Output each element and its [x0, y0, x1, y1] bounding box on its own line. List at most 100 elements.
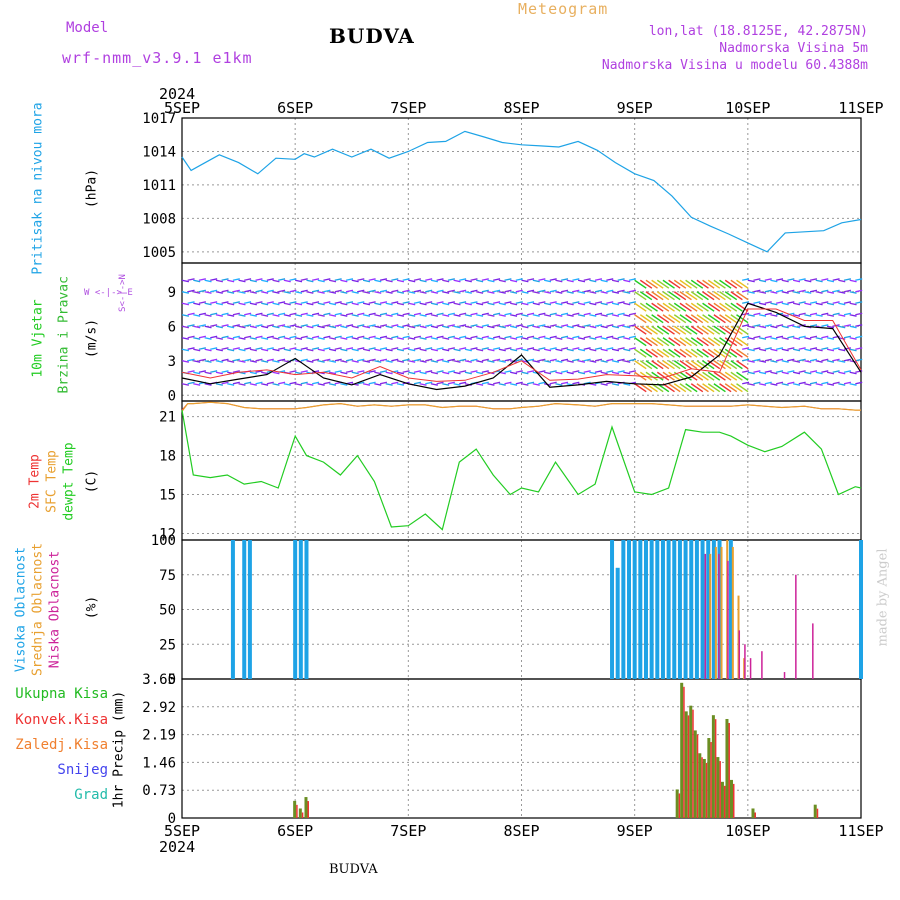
wind-arrow	[702, 348, 715, 358]
wind-arrow	[742, 278, 750, 281]
wind-arrow	[543, 325, 552, 329]
wind-arrow	[244, 289, 252, 293]
wind-arrow	[221, 289, 229, 293]
wind-arrow	[821, 358, 829, 362]
wind-arrow	[560, 312, 569, 316]
cloud-high-bar	[728, 540, 733, 679]
wind-arrow	[821, 370, 829, 373]
wind-arrow	[855, 324, 863, 327]
wind-arrow	[368, 312, 376, 316]
wind-arrow	[459, 289, 467, 293]
wind-arrow	[589, 383, 597, 386]
wind-arrow	[419, 291, 427, 294]
wind-arrow	[232, 324, 240, 327]
bottom-x-tick: 11SEP	[838, 822, 883, 840]
wind-arrow	[238, 314, 246, 317]
wind-arrow	[821, 347, 829, 350]
wind-arrow	[374, 348, 382, 352]
wind-arrow	[821, 289, 829, 293]
wind-arrow	[238, 348, 246, 352]
wind-arrow	[425, 289, 433, 293]
wind-arrow	[232, 312, 240, 316]
wind-arrow	[673, 325, 687, 335]
wind-arrow	[634, 337, 647, 347]
wind-arrow	[436, 335, 444, 339]
wind-arrow	[204, 348, 212, 352]
wind-arrow	[628, 301, 637, 304]
wind-arrow	[481, 335, 489, 339]
wind-arrow	[804, 302, 812, 306]
wind-arrow	[543, 302, 552, 306]
wind-arrow	[628, 289, 637, 293]
wind-arrow	[272, 291, 280, 294]
wind-arrow	[204, 325, 212, 329]
wind-arrow	[594, 278, 603, 281]
wind-arrow	[215, 371, 223, 375]
wind-arrow	[753, 370, 761, 373]
wind-arrow	[425, 370, 433, 373]
wind-arrow	[679, 348, 692, 358]
wind-arrow	[187, 335, 195, 339]
wind-arrow	[187, 370, 195, 373]
wind-arrow	[600, 302, 608, 306]
wind-arrow	[781, 291, 789, 294]
precip-conv-bar	[719, 761, 721, 818]
wind-arrow	[215, 279, 223, 283]
wind-arrow	[651, 302, 664, 312]
wind-arrow	[193, 371, 201, 375]
wind-arrow	[555, 371, 563, 375]
wind-arrow	[753, 301, 761, 304]
wind-arrow	[340, 383, 348, 386]
wind-arrow	[238, 383, 246, 386]
wind-arrow	[543, 314, 552, 317]
wind-arrow	[730, 279, 743, 289]
wind-arrow	[238, 279, 246, 283]
wind-arrow	[345, 278, 354, 281]
wind-arrow	[611, 325, 620, 329]
wind-arrow	[351, 314, 359, 317]
wind-arrow	[487, 314, 495, 317]
wind-arrow	[278, 289, 286, 293]
wind-arrow	[295, 337, 303, 340]
wind-arrow	[815, 279, 823, 283]
precip-conv-bar	[687, 715, 690, 818]
wind-arrow	[510, 371, 518, 375]
wind-arrow	[849, 314, 857, 317]
wind-arrow	[487, 383, 495, 386]
wind-arrow	[572, 312, 580, 316]
wind-arrow	[543, 348, 552, 352]
precip-conv-bar	[710, 742, 712, 818]
wind-arrow	[538, 370, 546, 373]
wind-arrow	[538, 358, 546, 362]
precip-legend-strat: Zaledj.Kisa	[15, 737, 108, 753]
y-tick-label: 100	[151, 533, 176, 549]
wind-arrow	[770, 291, 778, 294]
wind-arrow	[470, 347, 478, 350]
wind-arrow	[510, 302, 518, 306]
wind-arrow	[645, 314, 658, 324]
cloud-low-bar	[738, 630, 741, 679]
wind-arrow	[430, 360, 438, 363]
wind-arrow	[368, 278, 376, 281]
top-x-tick: 11SEP	[838, 99, 883, 117]
wind-arrow	[272, 348, 280, 352]
wind-arrow	[673, 279, 687, 289]
wind-arrow	[764, 289, 772, 293]
wind-arrow	[606, 358, 614, 362]
wind-arrow	[385, 291, 393, 294]
wind-arrow	[798, 278, 806, 281]
wind-arrow	[849, 291, 857, 294]
wind-arrow	[662, 314, 675, 324]
wind-arrow	[328, 314, 337, 317]
y-tick-label: 0	[168, 811, 176, 827]
wind-arrow	[312, 324, 320, 327]
precip-total-bar	[751, 808, 755, 818]
wind-arrow	[668, 348, 681, 358]
wind-arrow	[713, 348, 726, 358]
wind-arrow	[617, 301, 625, 304]
cloud-high-bar	[230, 540, 235, 679]
wind-arrow	[481, 312, 489, 316]
wind-arrow	[566, 371, 574, 375]
wind-arrow	[487, 279, 495, 283]
wind-arrow	[775, 347, 784, 350]
